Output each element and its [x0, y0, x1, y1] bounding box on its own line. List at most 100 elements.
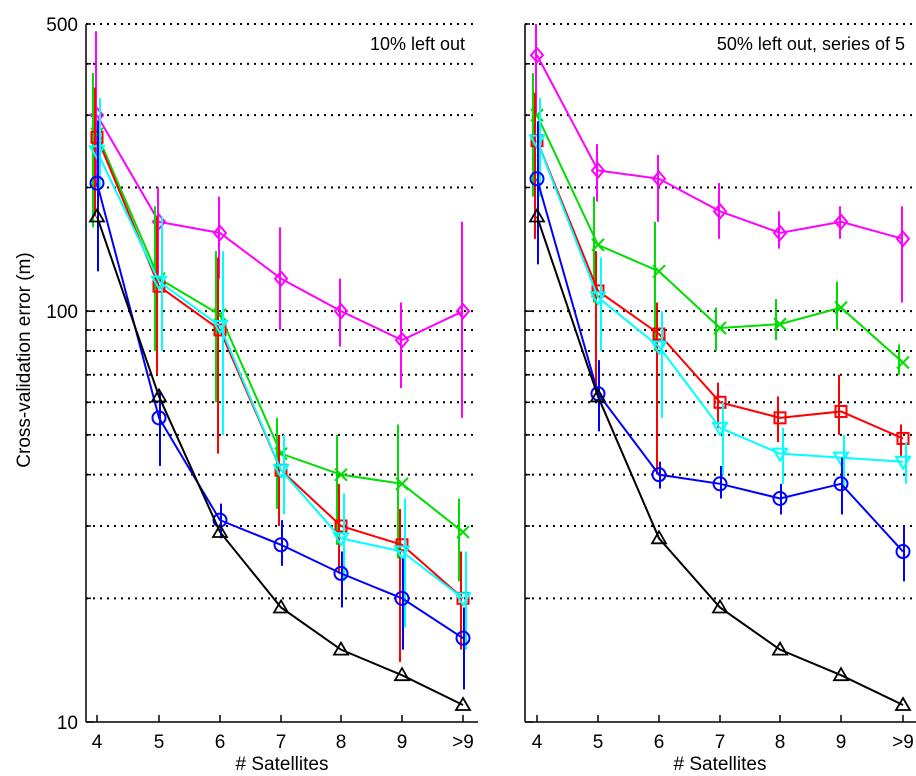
x-tick-label: 5 — [593, 732, 604, 753]
series-line-black — [96, 216, 464, 706]
y-tick-label: 500 — [46, 15, 78, 36]
point-magenta — [651, 170, 667, 188]
point-black — [88, 207, 106, 223]
point-blue — [712, 476, 728, 492]
x-tick-label: 6 — [654, 732, 665, 753]
series-line-red — [96, 136, 464, 600]
point-red — [652, 327, 666, 341]
point-cyan — [393, 545, 411, 561]
point-blue — [772, 490, 788, 506]
point-cyan — [454, 592, 472, 608]
x-tick-label: 8 — [336, 732, 347, 753]
point-blue — [394, 590, 410, 606]
point-cyan — [650, 340, 668, 356]
y-axis-label: Cross-validation error (m) — [14, 252, 35, 467]
point-blue — [529, 171, 545, 187]
point-green — [713, 321, 727, 335]
series-line-blue — [96, 182, 464, 639]
x-tick-label: 7 — [276, 732, 287, 753]
panel-title: 10% left out — [370, 34, 465, 54]
series-line-red — [536, 140, 904, 440]
point-magenta — [590, 161, 606, 180]
x-tick-label: 9 — [836, 732, 847, 753]
panel-right: 4 5 6 7 8 9 >9 # Satellites 50% left out, series… — [524, 23, 916, 775]
point-cyan — [771, 447, 789, 463]
point-green — [395, 477, 409, 491]
point-cyan — [211, 320, 229, 336]
point-green — [773, 317, 787, 331]
point-black — [211, 523, 229, 538]
point-cyan — [332, 532, 350, 548]
point-red — [395, 538, 409, 552]
point-green — [456, 525, 470, 539]
point-black — [832, 666, 850, 682]
point-blue — [455, 630, 471, 646]
x-axis-label: # Satellites — [674, 754, 767, 775]
series-line-black — [536, 216, 904, 706]
point-cyan — [150, 275, 168, 291]
point-black — [711, 598, 729, 614]
point-black — [272, 598, 290, 614]
point-green — [334, 467, 348, 482]
panel-left: 10 100 500 4 5 6 7 8 9 >9 # Satellites 10% left out — [46, 15, 478, 775]
point-blue — [590, 386, 606, 402]
point-red — [773, 411, 787, 425]
x-tick-label: >9 — [892, 732, 914, 753]
point-magenta — [273, 270, 289, 288]
point-red — [213, 323, 227, 337]
series-line-cyan — [96, 150, 464, 600]
point-red — [334, 519, 348, 533]
point-cyan — [589, 291, 607, 307]
point-magenta — [455, 302, 471, 320]
series-line-magenta — [536, 54, 904, 240]
point-black — [771, 640, 789, 656]
point-cyan — [711, 421, 729, 437]
x-tick-label: 4 — [532, 732, 543, 753]
x-tick-label: >9 — [452, 732, 474, 753]
point-magenta — [529, 46, 545, 64]
point-black — [454, 696, 472, 711]
point-cyan — [832, 451, 850, 467]
point-black — [150, 387, 168, 403]
x-tick-label: 6 — [215, 732, 226, 753]
point-red — [834, 404, 848, 418]
panel-title: 50% left out, series of 5 — [717, 34, 905, 54]
point-cyan — [272, 464, 290, 480]
x-tick-label: 8 — [775, 732, 786, 753]
point-green — [834, 300, 848, 315]
point-black — [589, 387, 607, 403]
x-tick-label: 7 — [715, 732, 726, 753]
point-black — [332, 640, 350, 656]
x-tick-label: 5 — [154, 732, 165, 753]
point-cyan — [894, 455, 912, 471]
point-magenta — [212, 224, 228, 242]
point-blue — [651, 467, 667, 483]
point-green — [896, 355, 910, 370]
point-green — [591, 238, 605, 252]
point-blue — [89, 175, 105, 191]
point-magenta — [712, 202, 728, 220]
point-black — [528, 207, 546, 223]
point-black — [650, 529, 668, 545]
point-blue — [833, 476, 849, 492]
x-tick-label: 4 — [92, 732, 103, 753]
point-green — [652, 264, 666, 279]
point-magenta — [895, 230, 911, 248]
point-blue — [273, 537, 289, 553]
y-tick-label: 10 — [57, 713, 78, 734]
point-red — [713, 395, 727, 409]
x-axis-label: # Satellites — [236, 754, 329, 775]
point-black — [894, 696, 912, 711]
point-black — [393, 666, 411, 682]
series-line-magenta — [96, 114, 464, 342]
y-tick-label: 100 — [46, 302, 78, 323]
point-magenta — [333, 302, 349, 320]
point-red — [896, 431, 910, 445]
point-blue — [151, 410, 167, 426]
point-magenta — [833, 213, 849, 231]
point-blue — [333, 565, 349, 581]
point-magenta — [772, 224, 788, 242]
point-blue — [895, 544, 911, 560]
x-tick-label: 9 — [397, 732, 408, 753]
